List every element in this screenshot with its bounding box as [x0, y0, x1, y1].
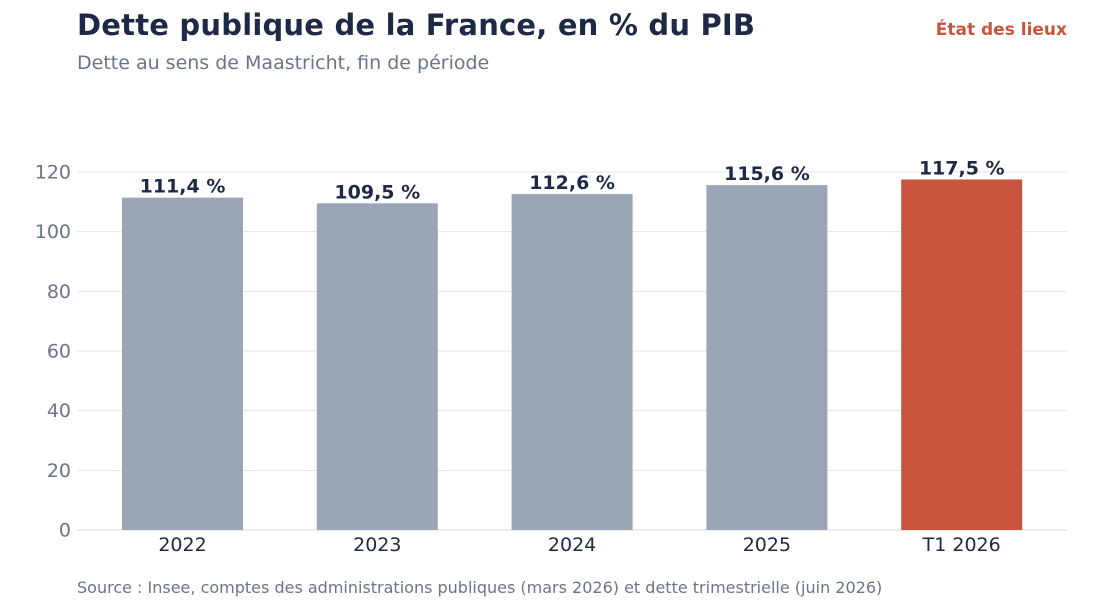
x-tick-label: 2023 [353, 534, 401, 556]
x-tick-label: 2025 [743, 534, 791, 556]
y-tick-label: 20 [47, 460, 71, 482]
bar-value-label: 115,6 % [724, 163, 810, 185]
chart-subtitle: Dette au sens de Maastricht, fin de péri… [77, 52, 490, 74]
y-tick-label: 80 [47, 281, 71, 303]
bar [901, 179, 1023, 531]
x-tick-label: 2024 [548, 534, 596, 556]
y-tick-label: 120 [35, 162, 71, 184]
x-tick-label: T1 2026 [922, 534, 1001, 556]
bar [316, 203, 438, 530]
x-tick-label: 2022 [158, 534, 206, 556]
chart-title: Dette publique de la France, en % du PIB [77, 8, 756, 42]
bar-value-label: 111,4 % [140, 176, 226, 198]
y-tick-label: 60 [47, 341, 71, 363]
y-tick-label: 0 [59, 520, 71, 542]
y-tick-label: 40 [47, 400, 71, 422]
bar-value-label: 109,5 % [334, 181, 420, 203]
source-note: Source : Insee, comptes des administrati… [77, 578, 883, 597]
bar [511, 194, 633, 530]
y-tick-label: 100 [35, 221, 71, 243]
bar [122, 197, 243, 530]
bar [706, 185, 828, 531]
bar-value-label: 112,6 % [529, 172, 615, 194]
status-tag: État des lieux [935, 20, 1067, 40]
bar-value-label: 117,5 % [919, 157, 1005, 179]
